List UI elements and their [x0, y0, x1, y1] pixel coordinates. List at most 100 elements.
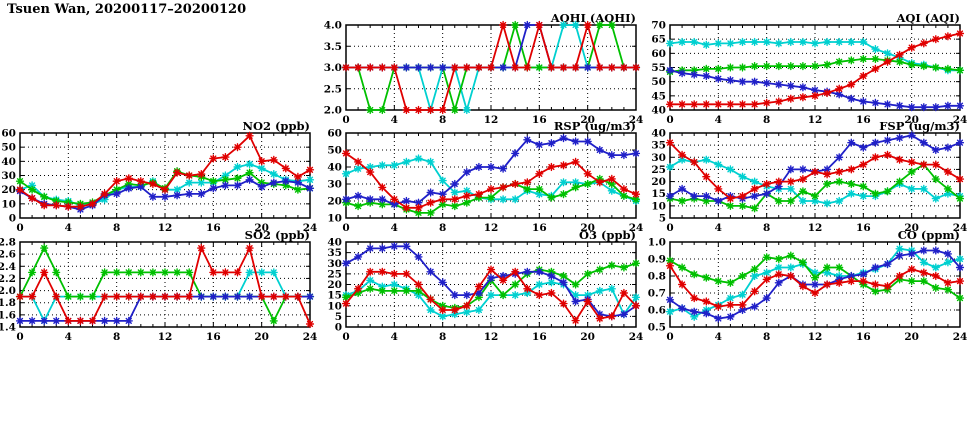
ytick-label: 4.0: [324, 20, 342, 32]
gridlines: [20, 242, 310, 327]
chart-aqhi: 2.0 2.5 3.0 3.5 4.0 0 4 8 12 16 20 24 AQHI (AQHI): [324, 11, 644, 126]
ytick-label: 1.0: [648, 237, 666, 249]
xtick-label: 20: [580, 331, 595, 343]
ytick-label: 2.4: [0, 261, 16, 273]
axis-labels: 40 45 50 55 60 65 70 0 4 8 12 16 20 24: [651, 20, 967, 127]
axis-labels: 0.5 0.6 0.7 0.8 0.9 1.0 0 4 8 12 16 20 24: [648, 237, 968, 344]
ytick-label: 3.5: [324, 41, 342, 53]
markers-red: [15, 244, 315, 329]
ytick-label: 15: [651, 188, 666, 200]
ytick-label: 10: [327, 213, 342, 225]
series-red: [341, 265, 641, 325]
axis-ticks: [669, 241, 961, 328]
ytick-label: 20: [651, 176, 666, 188]
series-green: [15, 244, 315, 325]
xtick-label: 24: [953, 331, 968, 343]
ytick-label: 2.0: [0, 285, 16, 297]
chart-co: 0.5 0.6 0.7 0.8 0.9 1.0 0 4 8 12 16 20 24 CO (ppm): [648, 228, 968, 343]
ytick-label: 40: [651, 105, 666, 117]
series-red: [15, 131, 315, 211]
xtick-label: 4: [715, 222, 722, 234]
ytick-label: 70: [651, 20, 666, 32]
series-red: [665, 138, 965, 203]
xtick-label: 24: [629, 114, 644, 126]
ytick-label: 0.8: [648, 271, 666, 283]
xtick-label: 24: [303, 331, 318, 343]
ytick-label: 30: [1, 170, 16, 182]
xtick-label: 16: [206, 222, 221, 234]
chart-title-rsp: RSP (ug/m3): [554, 119, 636, 133]
ytick-label: 0.9: [648, 254, 666, 266]
ytick-label: 30: [327, 179, 342, 191]
ytick-label: 40: [1, 156, 16, 168]
xtick-label: 12: [158, 331, 173, 343]
chart-aqi: 40 45 50 55 60 65 70 0 4 8 12 16 20 24 AQI (AQI): [651, 11, 967, 126]
xtick-label: 12: [158, 222, 173, 234]
chart-title-so2: SO2 (ppb): [245, 228, 310, 242]
xtick-label: 8: [113, 331, 120, 343]
chart-title-aqi: AQI (AQI): [895, 11, 960, 25]
xtick-label: 24: [953, 114, 968, 126]
xtick-label: 4: [715, 114, 722, 126]
ytick-label: 40: [651, 128, 666, 140]
xtick-label: 16: [532, 114, 547, 126]
series-cyan: [341, 276, 641, 321]
ytick-label: 0.7: [648, 288, 666, 300]
chart-title-o3: O3 (ppb): [579, 228, 636, 242]
xtick-label: 16: [532, 222, 547, 234]
xtick-label: 20: [254, 331, 269, 343]
xtick-label: 24: [953, 222, 968, 234]
xtick-label: 8: [439, 222, 446, 234]
ytick-label: 10: [327, 300, 342, 312]
ytick-label: 0: [335, 322, 342, 334]
ytick-label: 50: [651, 76, 666, 88]
ytick-label: 50: [1, 142, 16, 154]
xtick-label: 12: [484, 331, 499, 343]
xtick-label: 8: [763, 114, 770, 126]
markers-red: [341, 20, 641, 115]
ytick-label: 2.0: [324, 105, 342, 117]
xtick-label: 0: [666, 222, 673, 234]
xtick-label: 4: [391, 222, 398, 234]
ytick-label: 45: [651, 90, 666, 102]
axis-ticks: [19, 132, 311, 219]
chart-title-fsp: FSP (ug/m3): [879, 119, 960, 133]
ytick-label: 30: [651, 152, 666, 164]
ytick-label: 10: [1, 198, 16, 210]
axis-labels: 1.41.61.82.02.22.42.62.8 0 4 8 12 16 20 24: [0, 237, 317, 344]
xtick-label: 4: [65, 331, 72, 343]
ytick-label: 60: [651, 48, 666, 60]
chart-title-co: CO (ppm): [898, 228, 960, 242]
xtick-label: 12: [808, 222, 823, 234]
xtick-label: 8: [113, 222, 120, 234]
axis-labels: 2.0 2.5 3.0 3.5 4.0 0 4 8 12 16 20 24: [324, 20, 644, 127]
xtick-label: 12: [484, 222, 499, 234]
ytick-label: 65: [651, 34, 666, 46]
series-red: [341, 20, 641, 115]
ytick-label: 20: [327, 279, 342, 291]
markers-red: [341, 149, 641, 212]
xtick-label: 20: [580, 114, 595, 126]
xtick-label: 24: [303, 222, 318, 234]
xtick-label: 20: [580, 222, 595, 234]
series-blue: [341, 134, 641, 209]
markers-red: [665, 138, 965, 203]
series-red: [15, 244, 315, 329]
xtick-label: 4: [65, 222, 72, 234]
series-red: [665, 261, 965, 311]
ytick-label: 50: [327, 145, 342, 157]
ytick-label: 30: [327, 258, 342, 270]
xtick-label: 20: [904, 114, 919, 126]
chart-so2: 1.41.61.82.02.22.42.62.8 0 4 8 12 16 20 24 SO2 (…: [0, 228, 317, 343]
ytick-label: 3.0: [324, 62, 342, 74]
xtick-label: 0: [342, 222, 349, 234]
markers-blue: [341, 134, 641, 209]
ytick-label: 55: [651, 62, 666, 74]
xtick-label: 4: [715, 331, 722, 343]
xtick-label: 12: [808, 114, 823, 126]
ytick-label: 35: [651, 140, 666, 152]
xtick-label: 4: [391, 331, 398, 343]
